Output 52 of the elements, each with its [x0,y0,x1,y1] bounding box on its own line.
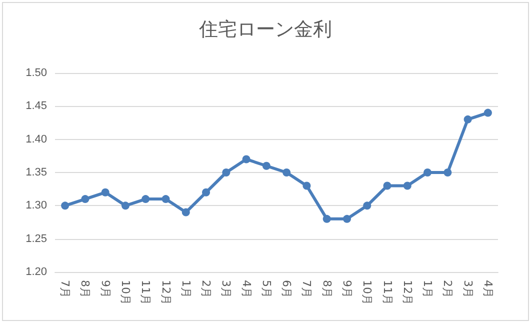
point [81,195,90,204]
point [424,168,432,176]
point [242,155,250,164]
x-tick-label: 8月 [320,280,334,298]
x-tick-label: 6月 [280,280,294,298]
point [484,108,492,117]
x-tick-label: 7月 [58,280,72,298]
x-tick-label: 10月 [118,280,132,305]
point [322,214,331,223]
x-tick-label: 10月 [360,280,374,305]
point [342,214,351,223]
x-tick-label: 1月 [179,280,192,298]
y-tick-label: 1.45 [26,100,47,112]
point [202,188,210,196]
x-tick-label: 11月 [139,280,152,305]
point [383,182,392,190]
x-tick-label: 4月 [481,280,494,298]
y-tick-label: 1.20 [26,266,47,278]
y-tick-label: 1.25 [26,232,47,245]
y-tick-label: 1.30 [26,200,47,212]
x-tick-label: 5月 [260,280,273,298]
point [162,195,170,204]
x-tick-label: 12月 [159,280,172,305]
point [142,195,150,204]
x-tick-label: 4月 [240,280,253,298]
point [464,115,472,124]
x-tick-label: 1月 [421,280,434,298]
x-tick-label: 11月 [380,280,394,305]
y-tick-label: 1.35 [26,166,47,178]
point [444,168,452,176]
x-tick-label: 8月 [78,280,92,298]
x-tick-label: 3月 [220,280,233,298]
x-tick-label: 9月 [98,280,112,298]
x-tick-label: 2月 [441,280,454,298]
point [61,202,70,210]
point [182,208,190,216]
point [403,182,412,190]
x-tick-label: 7月 [300,280,314,298]
point [222,168,230,176]
point [302,182,311,190]
x-tick-label: 12月 [400,280,414,305]
x-tick-label: 3月 [461,280,474,298]
point [282,168,291,176]
y-tick-label: 1.50 [26,67,47,79]
y-tick-label: 1.40 [26,133,47,146]
point [363,202,372,210]
chart-title: 住宅ローン金利 [198,18,332,40]
point [262,162,270,170]
x-tick-label: 9月 [340,280,354,298]
point [121,202,130,210]
x-tick-label: 2月 [200,280,213,298]
point [101,188,110,196]
